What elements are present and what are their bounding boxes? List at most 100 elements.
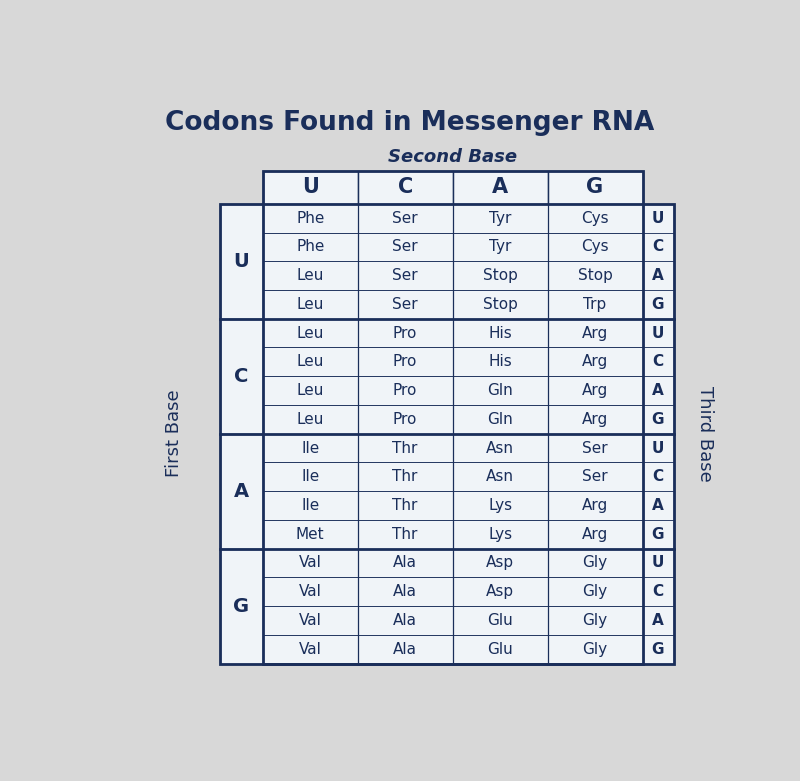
- Text: Val: Val: [298, 642, 322, 657]
- Bar: [453, 462, 547, 491]
- Bar: [358, 290, 453, 319]
- Text: Leu: Leu: [297, 268, 324, 284]
- Text: Asp: Asp: [486, 584, 514, 599]
- Text: A: A: [652, 498, 664, 513]
- Text: Pro: Pro: [393, 383, 418, 398]
- Bar: [262, 171, 358, 204]
- Bar: [453, 290, 547, 319]
- Text: First Base: First Base: [165, 390, 182, 477]
- Bar: [358, 635, 453, 664]
- Bar: [262, 635, 358, 664]
- Bar: [547, 548, 642, 577]
- Bar: [358, 520, 453, 548]
- Bar: [547, 319, 642, 348]
- Text: A: A: [492, 177, 508, 198]
- Bar: [262, 348, 358, 376]
- Text: Stop: Stop: [482, 268, 518, 284]
- Bar: [453, 606, 547, 635]
- Text: Second Base: Second Base: [388, 148, 517, 166]
- Bar: [453, 319, 547, 348]
- Text: G: G: [652, 412, 664, 426]
- Text: Gly: Gly: [582, 555, 607, 570]
- Text: Arg: Arg: [582, 498, 608, 513]
- Bar: [547, 577, 642, 606]
- Text: Lys: Lys: [488, 498, 512, 513]
- Bar: [453, 348, 547, 376]
- Text: Gly: Gly: [582, 613, 607, 628]
- Bar: [453, 635, 547, 664]
- Text: Trp: Trp: [583, 297, 606, 312]
- Bar: [547, 606, 642, 635]
- Text: Arg: Arg: [582, 526, 608, 542]
- Text: Phe: Phe: [296, 240, 325, 255]
- Bar: [262, 606, 358, 635]
- Text: Ser: Ser: [392, 297, 418, 312]
- Bar: [547, 262, 642, 290]
- Text: G: G: [652, 297, 664, 312]
- Bar: [547, 433, 642, 462]
- Text: C: C: [653, 240, 663, 255]
- Bar: [358, 462, 453, 491]
- Text: Gln: Gln: [487, 383, 513, 398]
- Text: Ala: Ala: [393, 555, 417, 570]
- Text: Met: Met: [296, 526, 325, 542]
- Bar: [547, 462, 642, 491]
- Bar: [262, 290, 358, 319]
- Bar: [262, 171, 642, 664]
- Text: Thr: Thr: [393, 469, 418, 484]
- Text: A: A: [652, 383, 664, 398]
- Text: Val: Val: [298, 555, 322, 570]
- Text: U: U: [234, 251, 250, 271]
- Bar: [358, 548, 453, 577]
- Text: Ser: Ser: [392, 240, 418, 255]
- Text: Gly: Gly: [582, 642, 607, 657]
- Bar: [642, 319, 674, 433]
- Text: Tyr: Tyr: [489, 211, 511, 226]
- Text: C: C: [398, 177, 413, 198]
- Text: Pro: Pro: [393, 326, 418, 341]
- Text: Leu: Leu: [297, 412, 324, 426]
- Bar: [547, 491, 642, 520]
- Text: G: G: [234, 597, 250, 615]
- Text: His: His: [488, 326, 512, 341]
- Text: Ser: Ser: [392, 211, 418, 226]
- Text: Gly: Gly: [582, 584, 607, 599]
- Bar: [547, 204, 642, 233]
- Text: Leu: Leu: [297, 383, 324, 398]
- Bar: [262, 462, 358, 491]
- Text: Glu: Glu: [487, 642, 513, 657]
- Text: Ser: Ser: [582, 469, 608, 484]
- Text: Thr: Thr: [393, 526, 418, 542]
- Text: Tyr: Tyr: [489, 240, 511, 255]
- Bar: [220, 204, 674, 664]
- Bar: [358, 348, 453, 376]
- Bar: [262, 233, 358, 262]
- Text: G: G: [652, 526, 664, 542]
- Bar: [547, 405, 642, 433]
- Bar: [262, 548, 358, 577]
- Bar: [453, 262, 547, 290]
- Bar: [262, 405, 358, 433]
- Text: Phe: Phe: [296, 211, 325, 226]
- Bar: [453, 233, 547, 262]
- Bar: [262, 262, 358, 290]
- Bar: [358, 577, 453, 606]
- Bar: [358, 204, 453, 233]
- Text: U: U: [652, 211, 664, 226]
- Text: Val: Val: [298, 613, 322, 628]
- Text: C: C: [653, 355, 663, 369]
- Text: G: G: [652, 642, 664, 657]
- Bar: [358, 171, 453, 204]
- Text: Val: Val: [298, 584, 322, 599]
- Text: Glu: Glu: [487, 613, 513, 628]
- Bar: [262, 319, 358, 348]
- Text: Cys: Cys: [582, 240, 609, 255]
- Bar: [262, 491, 358, 520]
- Bar: [547, 348, 642, 376]
- Text: Arg: Arg: [582, 412, 608, 426]
- Bar: [547, 171, 642, 204]
- Text: A: A: [652, 613, 664, 628]
- Bar: [220, 548, 262, 664]
- Text: Lys: Lys: [488, 526, 512, 542]
- Text: Ile: Ile: [301, 469, 319, 484]
